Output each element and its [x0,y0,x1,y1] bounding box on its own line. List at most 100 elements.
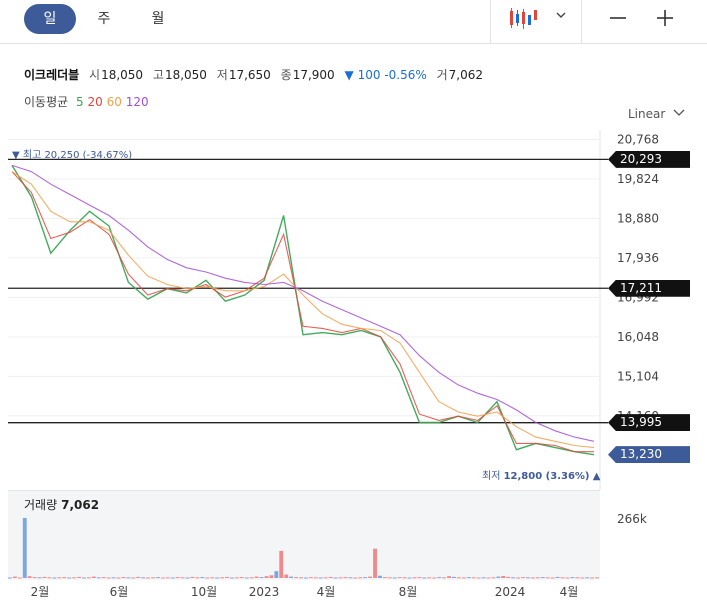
volume-bar [32,577,37,579]
volume-bar [308,577,313,579]
volume-bar [432,577,437,579]
volume-bar [294,577,298,579]
volume-bar [407,577,412,579]
chevron-down-icon [556,12,566,18]
time-axis-tick: 10월 [191,585,217,599]
plus-icon [657,10,673,26]
volume-bar [131,577,136,579]
zoom-out-button[interactable] [604,6,636,32]
volume-bar [220,577,224,579]
volume-bar [560,577,565,579]
quote-summary: 이크레더블 시18,050 고18,050 저17,650 종17,900 ▼ … [24,66,489,83]
volume-bar [254,576,259,578]
minus-icon [610,17,626,19]
volume-bar [210,577,215,579]
scale-mode-selector[interactable]: Linear [628,107,685,121]
volume-bar [575,577,580,579]
volume-bar [215,577,220,579]
volume-bar [595,577,599,579]
all-time-low-label: 최저 12,800 (3.36%) ▲ [482,467,600,482]
horizontal-line-price-tag[interactable]: 17,211 [608,279,690,297]
volume-bar [535,577,540,579]
time-axis-tick: 4월 [317,585,336,599]
tab-daily[interactable]: 일 [24,4,76,34]
close-label: 종 [280,68,292,82]
volume-bar [491,577,496,579]
volume-bar [259,577,264,579]
open-value: 18,050 [101,68,144,82]
low-label-arrow: ▲ [592,471,601,482]
price-axis-tick: 15,104 [617,369,659,383]
close-value: 17,900 [292,68,335,82]
volume-bar [249,577,254,579]
volume-bar [555,576,560,578]
ma-20: 20 [87,95,103,109]
volume-bar [156,577,160,579]
volume-axis-tick: 266k [617,512,647,526]
volume-bar [244,577,249,579]
chart-type-selector[interactable] [490,0,582,44]
stock-name: 이크레더블 [24,68,80,82]
zoom-in-button[interactable] [651,6,683,32]
volume-bar [545,577,550,579]
volume-bar [373,548,377,578]
volume-bar [136,576,141,578]
scale-mode-label: Linear [628,107,666,121]
volume-bar [146,577,150,579]
volume-bar [422,577,427,579]
low-label: 저 [216,68,228,82]
ma-120: 120 [125,95,149,109]
volume-bar [378,575,382,578]
volume-bar [106,577,111,579]
tab-monthly[interactable]: 월 [151,11,165,27]
volume-panel-title: 거래량 [24,498,58,512]
volume-bar [170,577,175,579]
volume-bar [91,576,96,578]
volume-bar [461,577,466,579]
volume-bar [299,577,303,579]
volume-bar [368,576,372,578]
price-chart[interactable]: 20,76819,82418,88017,93616,99216,04815,1… [0,0,707,490]
volume-bar [452,576,456,578]
volume-bar [269,575,274,578]
horizontal-line-price-tag[interactable]: 13,995 [608,414,690,432]
moving-average-legend[interactable]: 이동평균 5 20 60 120 [24,93,149,110]
volume-bar [165,577,170,579]
volume-bar [234,577,239,579]
ma-60: 60 [106,95,122,109]
tab-weekly[interactable]: 주 [97,11,111,27]
price-axis-tick: 16,048 [617,330,659,344]
time-axis-tick: 6월 [110,585,129,599]
volume-bar [392,577,397,579]
volume-bar [397,577,402,579]
low-label-text: 최저 [482,471,501,482]
volume-bar [550,577,555,579]
chevron-down-icon [673,109,685,116]
candlestick-icon [510,8,566,29]
volume-bar [67,577,72,579]
moving-average-line-120 [11,164,595,442]
volume-bar [476,577,481,579]
time-axis-tick: 2023 [249,585,280,599]
volume-bar [530,577,535,579]
current-price-tag: 13,230 [608,446,690,464]
volume-bar [151,577,155,579]
volume-bar [239,577,244,579]
volume-bar [323,577,328,579]
volume-bar [348,577,353,579]
volume-bar [111,577,116,579]
volume-bar [496,576,501,578]
volume-bar [141,577,146,579]
moving-average-line-60 [11,171,595,449]
volume-panel-value: 7,062 [61,498,100,512]
volume-bar [12,576,17,578]
volume-bar [225,576,229,578]
volume-bar [590,577,594,579]
volume-bar [121,577,126,579]
volume-bar [387,577,392,579]
volume-bar [274,571,279,578]
horizontal-line-price-tag[interactable]: 20,293 [608,150,690,168]
top-toolbar: 일 주 월 [0,0,707,44]
price-axis-tick: 18,880 [617,211,659,225]
volume-bar [72,577,76,579]
